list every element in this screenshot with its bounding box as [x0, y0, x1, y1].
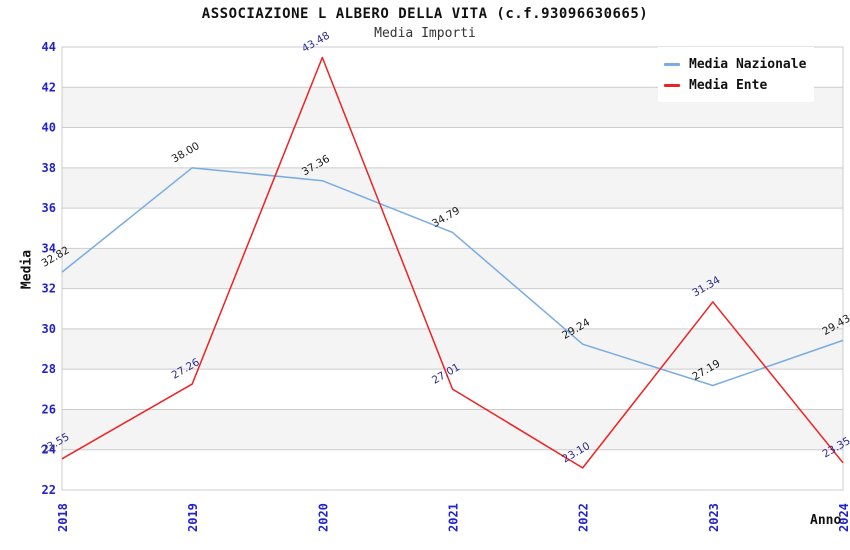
y-axis-title: Media — [19, 249, 35, 290]
x-tick-label: 2019 — [186, 503, 200, 532]
x-tick-label: 2023 — [707, 503, 721, 532]
y-tick-label: 30 — [42, 322, 56, 336]
series-line-media-nazionale — [61, 167, 844, 387]
x-axis-title: Anno — [810, 513, 842, 528]
series-line-media-ente — [61, 56, 844, 469]
chart-title: ASSOCIAZIONE L ALBERO DELLA VITA (c.f.93… — [201, 6, 649, 22]
legend: Media Nazionale Media Ente — [658, 47, 814, 102]
plot-band — [62, 328, 843, 370]
x-tick-label: 2024 — [837, 503, 850, 532]
x-tick-label: 2020 — [316, 503, 330, 532]
y-tick-label: 26 — [42, 402, 56, 416]
y-tick-label: 36 — [42, 201, 56, 215]
line-swatch-blue-icon — [664, 62, 680, 66]
y-tick-label: 28 — [42, 362, 56, 376]
plot-band — [62, 409, 843, 450]
y-tick-label: 42 — [42, 80, 56, 94]
y-tick-label: 44 — [42, 40, 56, 54]
plot-band — [62, 167, 843, 209]
line-swatch-red-icon — [664, 83, 680, 87]
y-tick-label: 22 — [42, 483, 56, 497]
chart-subtitle: Media Importi — [374, 26, 476, 41]
x-tick-label: 2022 — [577, 503, 591, 532]
y-tick-label: 32 — [42, 282, 56, 296]
y-tick-label: 34 — [42, 241, 56, 255]
legend-item-media-ente: Media Ente — [664, 78, 814, 93]
x-tick-label: 2018 — [56, 503, 70, 532]
legend-item-media-nazionale: Media Nazionale — [664, 57, 814, 72]
x-tick-label: 2021 — [447, 503, 461, 532]
y-tick-label: 40 — [42, 121, 56, 135]
point-label: 38.00 — [170, 140, 202, 165]
y-tick-label: 24 — [42, 443, 56, 457]
legend-label: Media Ente — [689, 77, 768, 93]
plot-border — [61, 46, 844, 491]
legend-label: Media Nazionale — [689, 56, 807, 72]
y-tick-label: 38 — [42, 161, 56, 175]
plot-band — [62, 248, 843, 289]
